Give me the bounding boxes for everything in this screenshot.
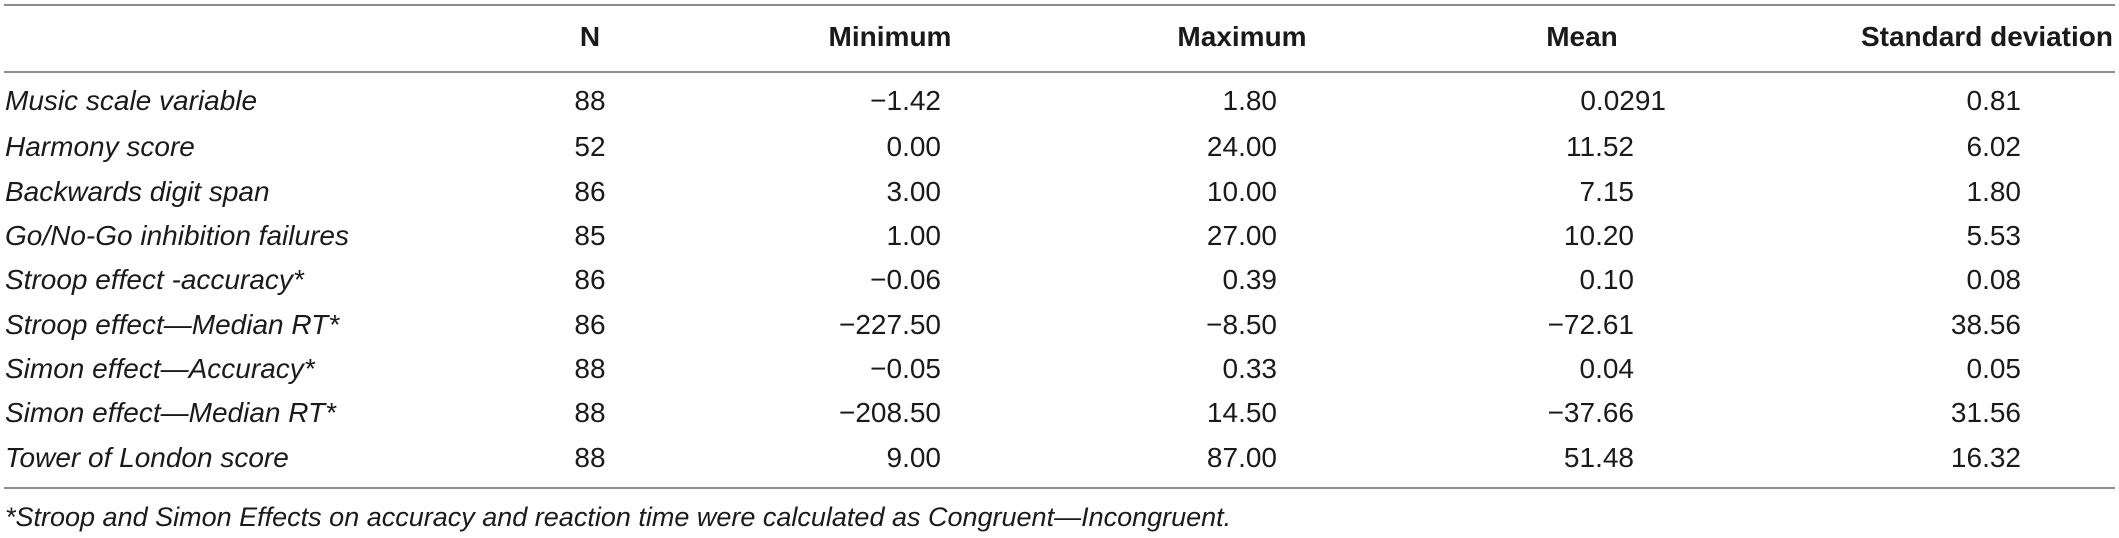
cell-standard-deviation: 0.05 bbox=[1966, 353, 2022, 384]
cell-standard-deviation: 1.80 bbox=[1966, 176, 2022, 207]
cell-standard-deviation: 5.53 bbox=[1966, 220, 2022, 251]
cell-standard-deviation: 6.02 bbox=[1966, 131, 2022, 162]
cell-minimum: 1.00 bbox=[886, 220, 942, 251]
column-header-mean: Mean bbox=[1546, 21, 1618, 52]
cell-maximum: 14.50 bbox=[1206, 397, 1277, 428]
cell-minimum: −0.05 bbox=[870, 353, 941, 384]
cell-mean: 11.52 bbox=[1566, 131, 1634, 162]
cell-maximum: 10.00 bbox=[1206, 176, 1277, 207]
cell-maximum: 27.00 bbox=[1206, 220, 1277, 251]
cell-mean: 0.0291 bbox=[1580, 85, 1666, 116]
cell-n: 86 bbox=[574, 309, 606, 340]
cell-n: 88 bbox=[574, 397, 606, 428]
row-label: Music scale variable bbox=[5, 85, 258, 116]
column-header-maximum: Maximum bbox=[1177, 21, 1307, 52]
cell-mean: −37.66 bbox=[1547, 397, 1634, 428]
cell-mean: −72.61 bbox=[1547, 309, 1634, 340]
cell-standard-deviation: 31.56 bbox=[1950, 397, 2021, 428]
cell-n: 88 bbox=[574, 353, 606, 384]
row-label: Backwards digit span bbox=[5, 176, 270, 207]
cell-minimum: 9.00 bbox=[886, 442, 942, 473]
table-top-rule bbox=[4, 4, 2115, 6]
column-header-minimum: Minimum bbox=[828, 21, 952, 52]
cell-minimum: 3.00 bbox=[886, 176, 942, 207]
cell-minimum: −1.42 bbox=[870, 85, 941, 116]
row-label: Stroop effect -accuracy* bbox=[5, 264, 304, 295]
row-label: Stroop effect—Median RT* bbox=[5, 309, 340, 340]
cell-mean: 7.15 bbox=[1579, 176, 1635, 207]
table-footnote: *Stroop and Simon Effects on accuracy an… bbox=[5, 502, 1232, 532]
row-label: Simon effect—Accuracy* bbox=[5, 353, 315, 384]
row-label: Simon effect—Median RT* bbox=[5, 397, 336, 428]
cell-minimum: −227.50 bbox=[839, 309, 941, 340]
cell-maximum: 87.00 bbox=[1206, 442, 1277, 473]
cell-n: 86 bbox=[574, 264, 606, 295]
cell-n: 52 bbox=[574, 131, 606, 162]
table-bottom-rule bbox=[4, 487, 2115, 489]
cell-standard-deviation: 38.56 bbox=[1950, 309, 2021, 340]
cell-mean: 10.20 bbox=[1563, 220, 1634, 251]
column-header-n: N bbox=[579, 21, 601, 52]
row-label: Go/No-Go inhibition failures bbox=[5, 220, 349, 251]
cell-mean: 51.48 bbox=[1563, 442, 1634, 473]
cell-n: 88 bbox=[574, 442, 606, 473]
cell-n: 88 bbox=[574, 85, 606, 116]
cell-minimum: −208.50 bbox=[839, 397, 941, 428]
table-header-rule bbox=[4, 71, 2115, 73]
cell-minimum: −0.06 bbox=[870, 264, 941, 295]
cell-standard-deviation: 0.08 bbox=[1966, 264, 2022, 295]
cell-maximum: 0.33 bbox=[1222, 353, 1278, 384]
cell-maximum: 24.00 bbox=[1206, 131, 1277, 162]
cell-standard-deviation: 16.32 bbox=[1950, 442, 2021, 473]
cell-maximum: 1.80 bbox=[1222, 85, 1278, 116]
cell-standard-deviation: 0.81 bbox=[1966, 85, 2022, 116]
cell-maximum: 0.39 bbox=[1222, 264, 1278, 295]
cell-n: 85 bbox=[574, 220, 606, 251]
cell-n: 86 bbox=[574, 176, 606, 207]
cell-minimum: 0.00 bbox=[886, 131, 942, 162]
row-label: Harmony score bbox=[5, 131, 195, 162]
column-header-standard-deviation: Standard deviation bbox=[1860, 21, 2113, 52]
cell-maximum: −8.50 bbox=[1206, 309, 1277, 340]
cell-mean: 0.10 bbox=[1579, 264, 1635, 295]
cell-mean: 0.04 bbox=[1579, 353, 1635, 384]
row-label: Tower of London score bbox=[5, 442, 289, 473]
